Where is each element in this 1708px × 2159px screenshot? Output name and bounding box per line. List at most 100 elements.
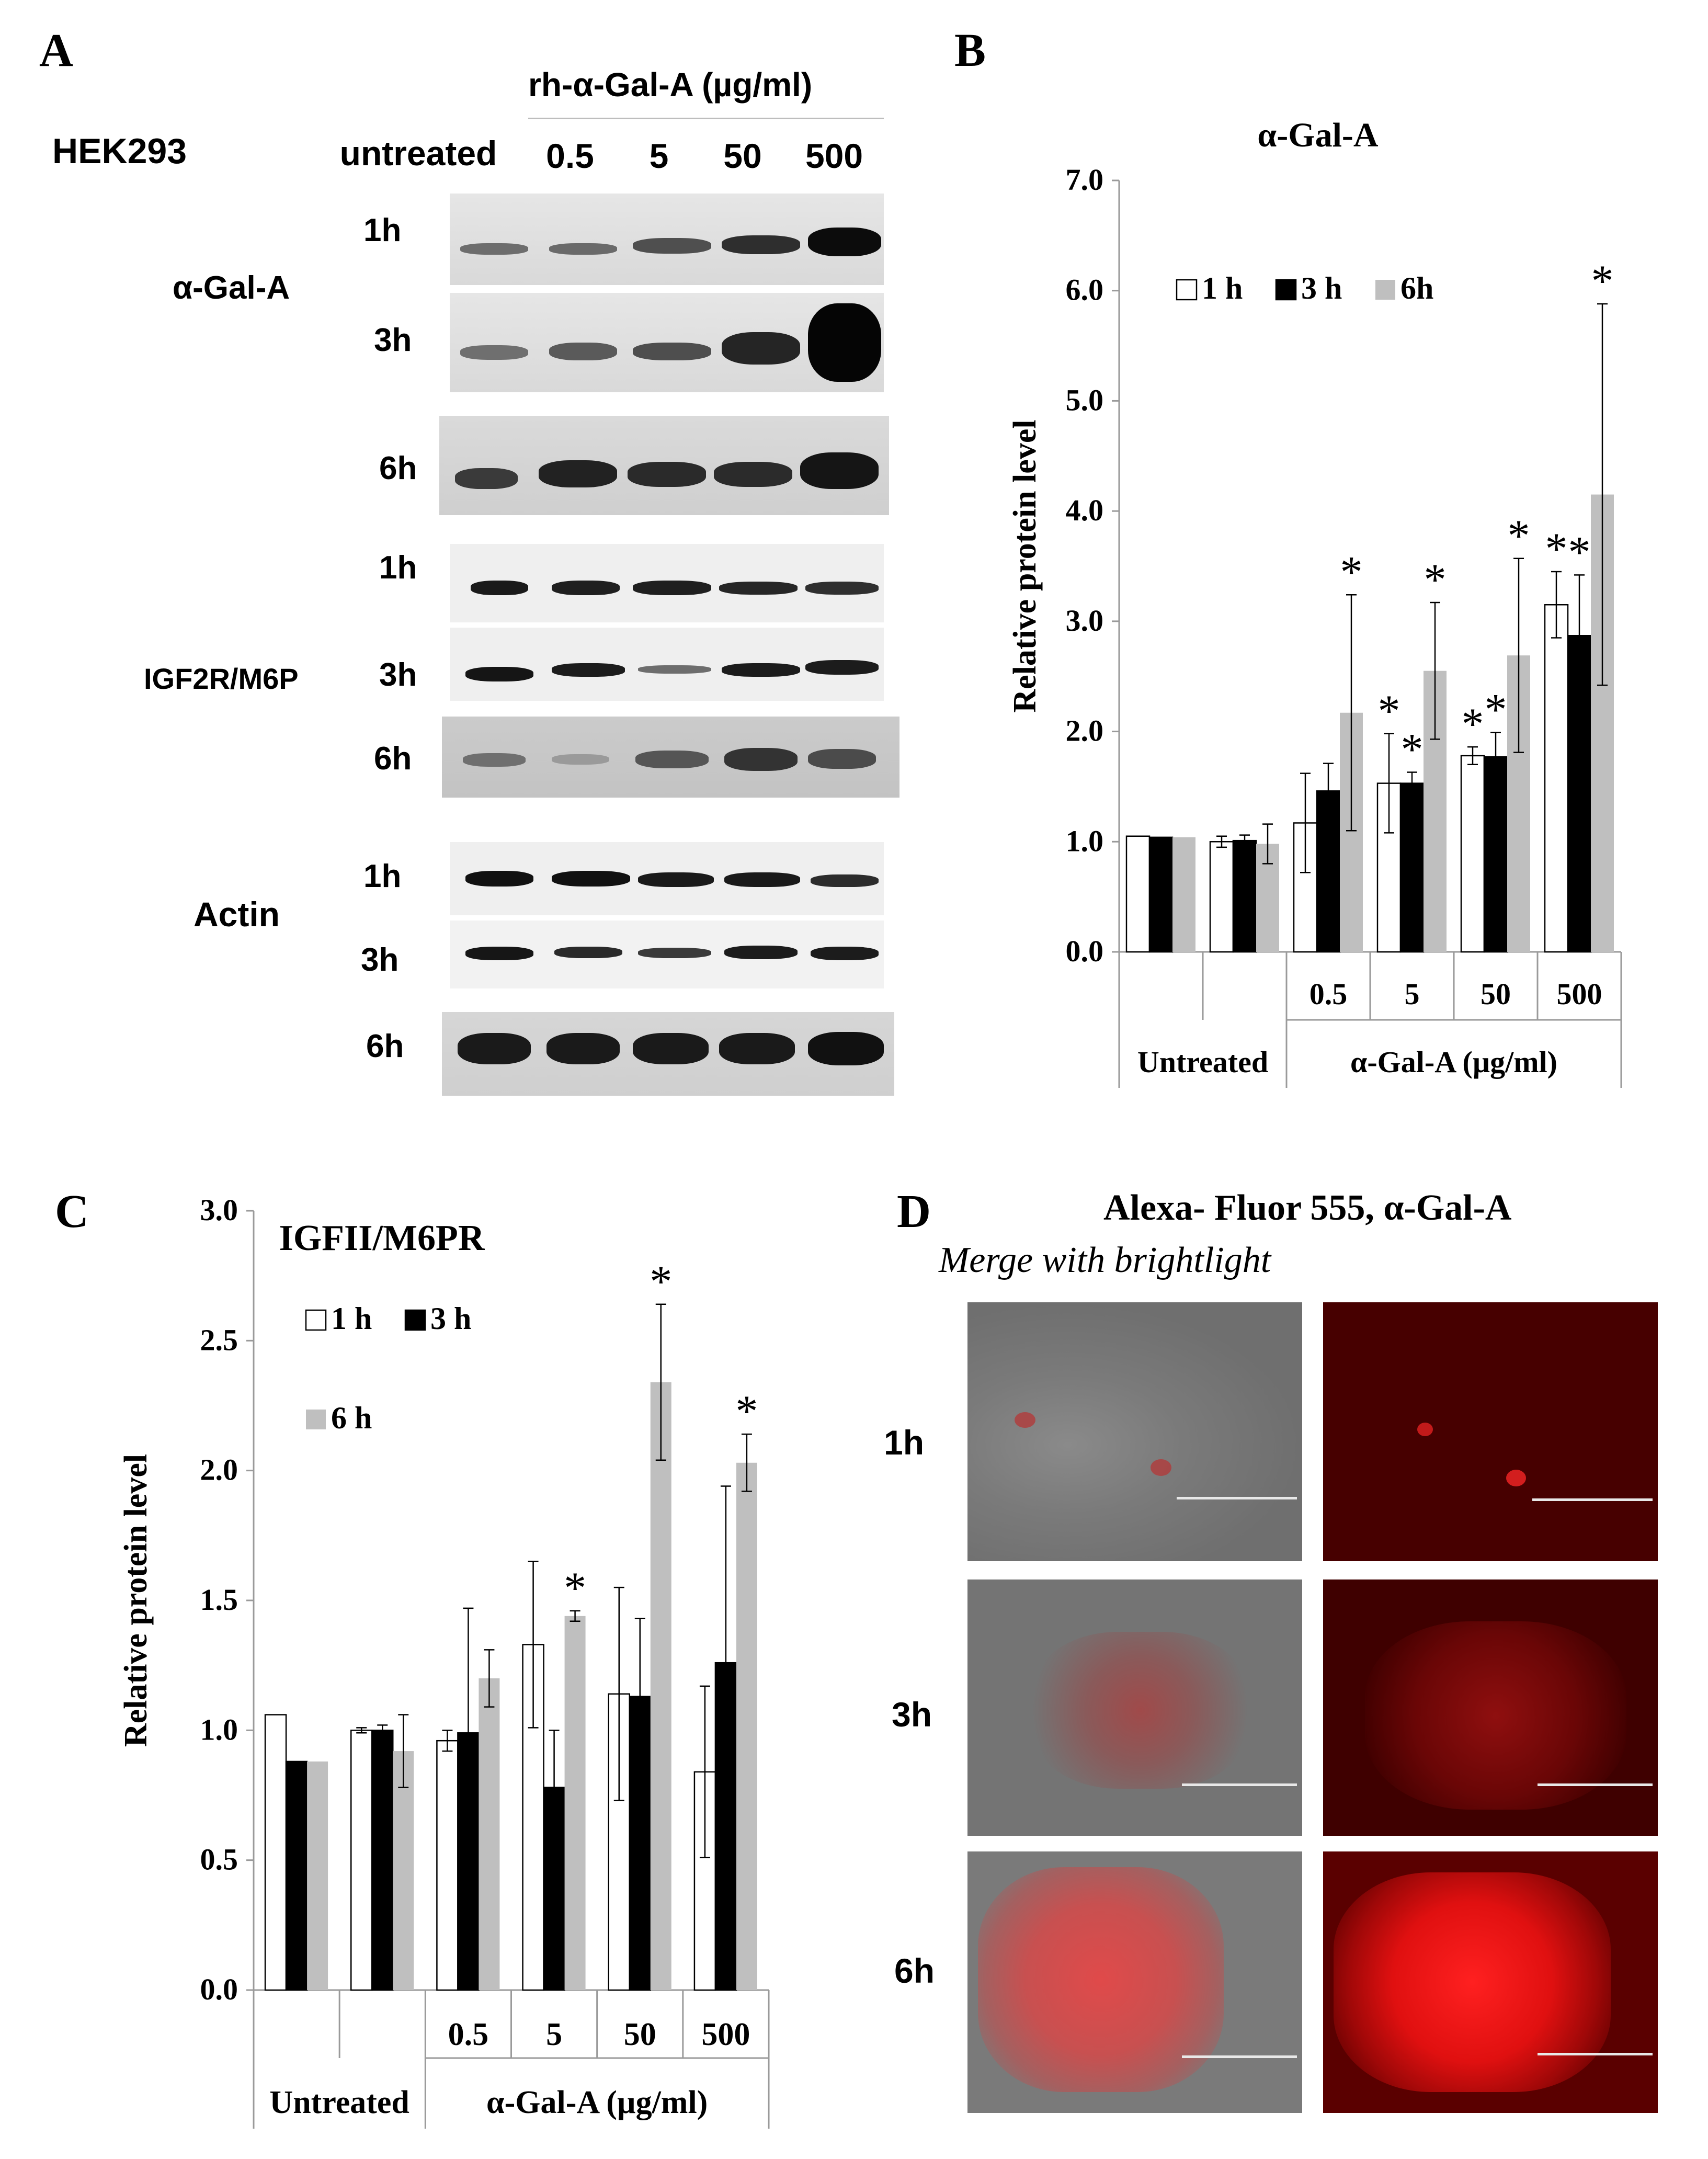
bar <box>1209 841 1234 953</box>
cell-line-label: HEK293 <box>52 131 187 171</box>
y-axis-label: Relative protein level <box>1007 419 1043 712</box>
significance-star: * <box>1401 724 1424 775</box>
legend-label: 1 h <box>331 1301 372 1336</box>
bar <box>1399 782 1425 953</box>
brightfield-merge-3h <box>967 1580 1302 1836</box>
y-axis-label: Relative protein level <box>118 1454 154 1747</box>
y-tick-label: 2.0 <box>1066 714 1104 748</box>
significance-star: * <box>1485 685 1507 735</box>
legend-swatch <box>305 1309 327 1331</box>
significance-star: * <box>735 1386 758 1436</box>
bar <box>393 1751 414 1990</box>
time-label: 1h <box>379 550 417 586</box>
legend-label: 1 h <box>1202 271 1243 305</box>
fluorescence-1h <box>1323 1302 1658 1561</box>
time-label: 3h <box>374 322 412 358</box>
treatment-header: rh-α-Gal-A (µg/ml) <box>528 66 813 104</box>
category-label: 50 <box>1481 977 1511 1011</box>
y-tick-label: 4.0 <box>1066 493 1104 527</box>
category-label: 50 <box>624 2017 656 2052</box>
y-tick-label: 3.0 <box>200 1193 238 1227</box>
protein-label-agal: α-Gal-A <box>173 270 290 306</box>
bar <box>307 1761 328 1990</box>
bar <box>285 1760 308 1991</box>
significance-star: * <box>1340 547 1363 597</box>
y-tick-label: 7.0 <box>1066 163 1104 197</box>
legend-label: 6 h <box>331 1401 372 1435</box>
bar <box>371 1730 394 1991</box>
bar <box>1148 836 1174 953</box>
blot-igf2r-1h <box>450 544 884 622</box>
group-label-untreated: Untreated <box>1137 1045 1268 1079</box>
panel-c-letter: C <box>55 1186 89 1237</box>
group-label-agal: α-Gal-A (µg/ml) <box>1350 1045 1557 1079</box>
category-label: 0.5 <box>448 2017 489 2052</box>
blot-igf2r-3h <box>450 628 884 701</box>
significance-star: * <box>1424 554 1447 605</box>
significance-star: * <box>1545 524 1568 574</box>
time-label: 1h <box>363 212 402 248</box>
y-tick-label: 0.0 <box>200 1972 238 2006</box>
category-label: 5 <box>1405 977 1420 1011</box>
significance-star: * <box>1462 699 1484 749</box>
y-tick-label: 2.5 <box>200 1323 238 1357</box>
fluorescence-6h <box>1323 1851 1658 2113</box>
legend-swatch <box>404 1309 426 1331</box>
bar <box>1483 756 1508 953</box>
panel-b-letter: B <box>954 25 986 76</box>
y-tick-label: 2.0 <box>200 1453 238 1487</box>
bar <box>1544 604 1569 953</box>
legend-label: 3 h <box>1301 271 1342 305</box>
y-tick-label: 0.5 <box>200 1843 238 1877</box>
column-label-0.5: 0.5 <box>546 137 594 175</box>
legend-label: 3 h <box>430 1301 471 1336</box>
legend-swatch <box>306 1410 326 1429</box>
category-label: 0.5 <box>1310 977 1348 1011</box>
bar <box>1172 837 1195 952</box>
bar <box>436 1740 459 1991</box>
bar <box>350 1730 373 1991</box>
blot-actin-1h <box>450 842 884 915</box>
brightfield-merge-1h <box>967 1302 1302 1561</box>
column-label-500: 500 <box>805 137 863 175</box>
time-label: 6h <box>366 1028 404 1064</box>
group-label-untreated: Untreated <box>269 2085 409 2120</box>
legend-swatch <box>1275 279 1297 301</box>
y-tick-label: 1.5 <box>200 1583 238 1617</box>
micro-row-label: 1h <box>884 1423 925 1462</box>
group-label-agal: α-Gal-A (µg/ml) <box>486 2085 708 2120</box>
column-label-untreated: untreated <box>339 134 497 173</box>
legend-label: 6h <box>1400 271 1433 305</box>
significance-star: * <box>564 1563 586 1613</box>
micro-row-label: 6h <box>894 1951 935 1990</box>
y-tick-label: 1.0 <box>1066 824 1104 858</box>
blot-actin-3h <box>450 921 884 988</box>
bar <box>264 1714 287 1991</box>
chart-b: α-Gal-A 0.0 1.0 2.0 3.0 4.0 5.0 6.0 7.0 Relative … <box>1007 116 1622 1088</box>
time-label: 6h <box>379 450 417 486</box>
bar <box>736 1462 757 1990</box>
chart-title: IGFII/M6PR <box>279 1218 485 1258</box>
brightfield-merge-6h <box>967 1851 1302 2113</box>
legend-swatch <box>1375 280 1395 300</box>
bar <box>1460 755 1485 953</box>
significance-star: * <box>1378 686 1400 736</box>
legend-swatch <box>1176 279 1198 301</box>
category-label: 5 <box>546 2017 562 2052</box>
blot-agal-3h <box>450 293 884 392</box>
panel-a-letter: A <box>39 25 73 76</box>
y-tick-label: 0.0 <box>1066 934 1104 968</box>
protein-label-actin: Actin <box>193 895 280 934</box>
significance-star: * <box>650 1256 672 1306</box>
time-label: 3h <box>361 942 399 978</box>
chart-c: IGFII/M6PR 0.0 0.5 1.0 1.5 2.0 2.5 3.0 Relative … <box>118 1193 770 2129</box>
y-tick-label: 6.0 <box>1066 273 1104 307</box>
significance-star: * <box>1568 527 1591 577</box>
y-tick-label: 3.0 <box>1066 604 1104 638</box>
time-label: 6h <box>374 741 412 777</box>
blot-agal-1h <box>450 194 884 285</box>
panel-d-subtitle: Merge with brightlight <box>939 1240 1271 1280</box>
treatment-header-line <box>528 118 884 119</box>
fluorescence-3h <box>1323 1580 1658 1836</box>
chart-title: α-Gal-A <box>1257 116 1378 154</box>
